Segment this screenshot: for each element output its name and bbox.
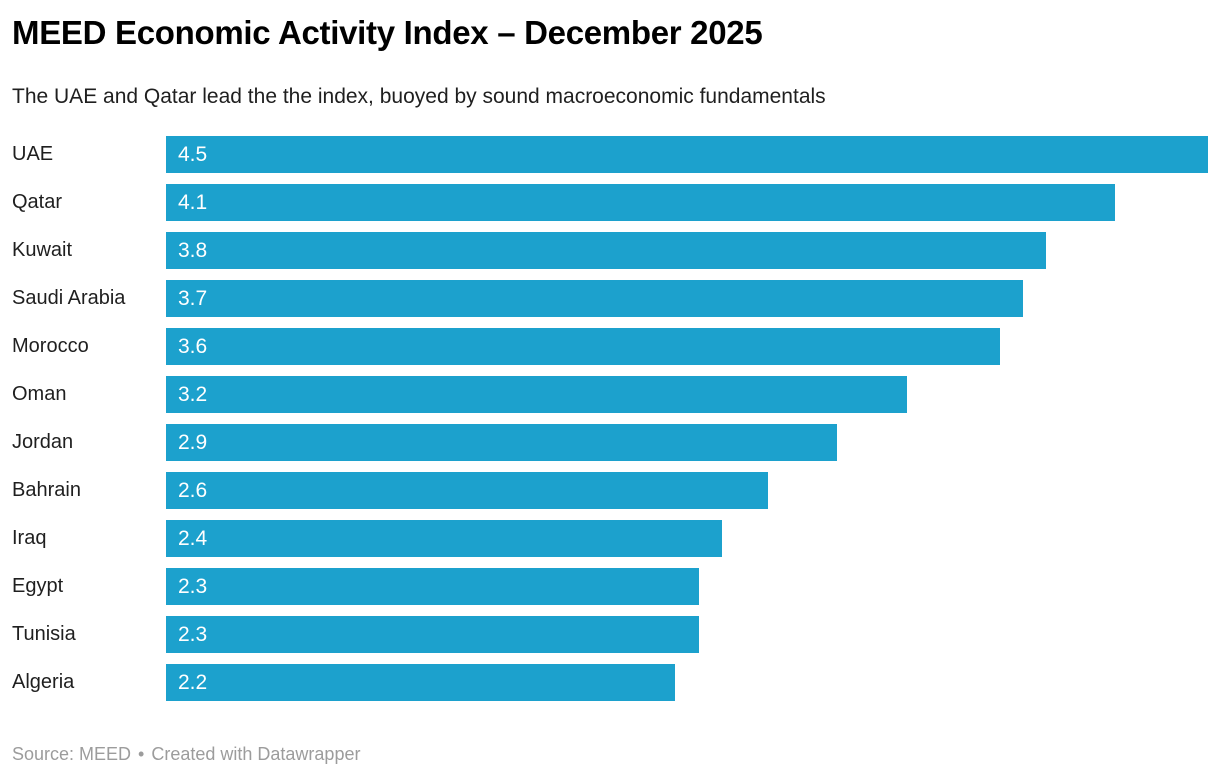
category-label: Egypt (12, 575, 64, 597)
bar-row: UAE 4.5 (12, 136, 1208, 173)
category-label: UAE (12, 143, 54, 165)
bar-row: Bahrain 2.6 (12, 472, 1208, 509)
bar-value-label: 3.2 (178, 382, 208, 406)
bar: 3.7 (166, 280, 1023, 317)
bar-track: 3.2 (166, 376, 1208, 413)
bar-track: 3.8 (166, 232, 1208, 269)
category-label: Bahrain (12, 479, 81, 501)
bar-row: Tunisia 2.3 (12, 616, 1208, 653)
bar-value-label: 3.8 (178, 238, 208, 262)
datawrapper-attribution-link[interactable]: Created with Datawrapper (151, 744, 361, 764)
bar: 2.6 (166, 472, 769, 509)
source-text: Source: MEED (12, 744, 132, 764)
bar-row: Oman 3.2 (12, 376, 1208, 413)
bar-track: 2.6 (166, 472, 1208, 509)
bar: 2.2 (166, 664, 676, 701)
bar-row: Morocco 3.6 (12, 328, 1208, 365)
bar-track: 3.7 (166, 280, 1208, 317)
category-label: Kuwait (12, 239, 73, 261)
bar-value-label: 2.4 (178, 526, 208, 550)
bar-row: Kuwait 3.8 (12, 232, 1208, 269)
bar-value-label: 2.6 (178, 478, 208, 502)
category-label: Jordan (12, 431, 74, 453)
bar-track: 3.6 (166, 328, 1208, 365)
bar-row: Algeria 2.2 (12, 664, 1208, 701)
bar-row: Iraq 2.4 (12, 520, 1208, 557)
bar-track: 4.1 (166, 184, 1208, 221)
bar-chart: UAE 4.5 Qatar 4.1 Kuwait 3.8 Saudi Arabi… (12, 136, 1208, 712)
bar: 3.2 (166, 376, 907, 413)
category-label: Tunisia (12, 623, 76, 645)
bar-value-label: 2.3 (178, 574, 208, 598)
category-label: Morocco (12, 335, 89, 357)
bar-value-label: 2.3 (178, 622, 208, 646)
category-label: Iraq (12, 527, 47, 549)
bar-value-label: 4.5 (178, 142, 208, 166)
bar: 2.9 (166, 424, 838, 461)
category-label: Qatar (12, 191, 63, 213)
bar: 2.3 (166, 568, 699, 605)
bar: 3.8 (166, 232, 1046, 269)
bar-value-label: 3.6 (178, 334, 208, 358)
bar: 3.6 (166, 328, 1000, 365)
bar: 4.5 (166, 136, 1208, 173)
bar-track: 2.3 (166, 616, 1208, 653)
bar-value-label: 2.9 (178, 430, 208, 454)
bar: 2.3 (166, 616, 699, 653)
chart-title: MEED Economic Activity Index – December … (12, 14, 763, 51)
bar-track: 4.5 (166, 136, 1208, 173)
category-label: Saudi Arabia (12, 287, 126, 309)
bar-row: Jordan 2.9 (12, 424, 1208, 461)
bar-value-label: 2.2 (178, 670, 208, 694)
bar: 2.4 (166, 520, 722, 557)
footer-separator: • (138, 744, 145, 764)
category-label: Oman (12, 383, 67, 405)
bar-track: 2.4 (166, 520, 1208, 557)
chart-footer: Source: MEED • Created with Datawrapper (12, 744, 360, 765)
bar-track: 2.9 (166, 424, 1208, 461)
chart-subtitle: The UAE and Qatar lead the the index, bu… (12, 85, 826, 108)
bar-row: Saudi Arabia 3.7 (12, 280, 1208, 317)
bar-value-label: 3.7 (178, 286, 208, 310)
bar-track: 2.2 (166, 664, 1208, 701)
category-label: Algeria (12, 671, 75, 693)
bar-track: 2.3 (166, 568, 1208, 605)
bar-value-label: 4.1 (178, 190, 208, 214)
bar-row: Egypt 2.3 (12, 568, 1208, 605)
bar: 4.1 (166, 184, 1116, 221)
bar-row: Qatar 4.1 (12, 184, 1208, 221)
